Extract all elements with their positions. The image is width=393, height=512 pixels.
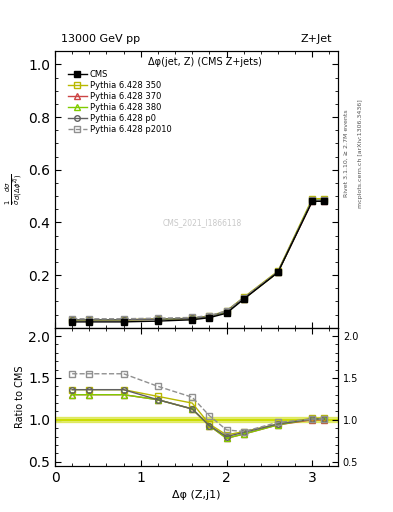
Text: Z+Jet: Z+Jet (301, 33, 332, 44)
Text: mcplots.cern.ch [arXiv:1306.3436]: mcplots.cern.ch [arXiv:1306.3436] (358, 99, 363, 208)
Y-axis label: $\frac{1}{\bar{\sigma}}\frac{d\sigma}{d(\Delta\phi^{ZJ})}$: $\frac{1}{\bar{\sigma}}\frac{d\sigma}{d(… (4, 174, 26, 205)
Legend: CMS, Pythia 6.428 350, Pythia 6.428 370, Pythia 6.428 380, Pythia 6.428 p0, Pyth: CMS, Pythia 6.428 350, Pythia 6.428 370,… (65, 67, 175, 138)
X-axis label: Δφ (Z,j1): Δφ (Z,j1) (172, 490, 221, 500)
Y-axis label: Ratio to CMS: Ratio to CMS (15, 366, 26, 428)
Text: 13000 GeV pp: 13000 GeV pp (61, 33, 140, 44)
Text: CMS_2021_I1866118: CMS_2021_I1866118 (163, 218, 242, 227)
Text: Δφ(jet, Z) (CMS Z+jets): Δφ(jet, Z) (CMS Z+jets) (149, 57, 262, 67)
Text: Rivet 3.1.10, ≥ 2.7M events: Rivet 3.1.10, ≥ 2.7M events (344, 110, 349, 198)
Bar (55, 417, 338, 422)
